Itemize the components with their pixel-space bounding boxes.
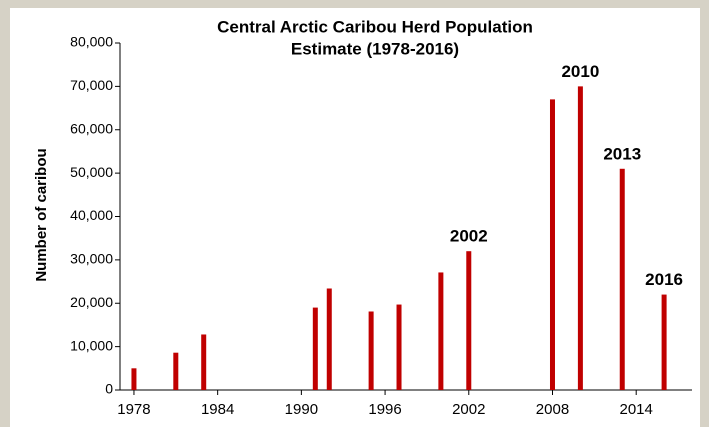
x-tick-label: 2014 (620, 401, 653, 418)
chart-title: Central Arctic Caribou Herd Population (217, 17, 533, 36)
y-tick-label: 50,000 (70, 164, 113, 180)
bar (368, 311, 374, 390)
chart-title: Estimate (1978-2016) (291, 39, 459, 58)
bar (326, 288, 332, 390)
bar (201, 334, 207, 390)
x-tick-label: 2008 (536, 401, 569, 418)
bar (549, 99, 555, 390)
bar (312, 307, 318, 390)
y-tick-label: 70,000 (70, 77, 113, 93)
y-tick-label: 80,000 (70, 34, 113, 50)
annotation: 2016 (645, 270, 683, 289)
annotation: 2002 (450, 227, 488, 246)
y-tick-label: 10,000 (70, 337, 113, 353)
x-tick-label: 1984 (201, 401, 234, 418)
y-tick-label: 40,000 (70, 207, 113, 223)
bar (438, 272, 444, 390)
x-tick-label: 1990 (285, 401, 318, 418)
y-tick-label: 0 (105, 381, 113, 397)
x-tick-label: 1978 (117, 401, 150, 418)
annotation: 2010 (561, 62, 599, 81)
annotation: 2013 (603, 144, 641, 163)
panel (10, 8, 700, 427)
bar (131, 368, 137, 390)
x-tick-label: 2002 (452, 401, 485, 418)
x-tick-label: 1996 (368, 401, 401, 418)
bar (396, 304, 402, 390)
y-tick-label: 60,000 (70, 120, 113, 136)
bar (577, 86, 583, 390)
y-tick-label: 20,000 (70, 294, 113, 310)
y-axis-label: Number of caribou (33, 148, 50, 281)
bar (173, 352, 179, 390)
bar (466, 251, 472, 390)
bar (661, 294, 667, 390)
y-tick-label: 30,000 (70, 251, 113, 267)
bar (619, 168, 625, 390)
